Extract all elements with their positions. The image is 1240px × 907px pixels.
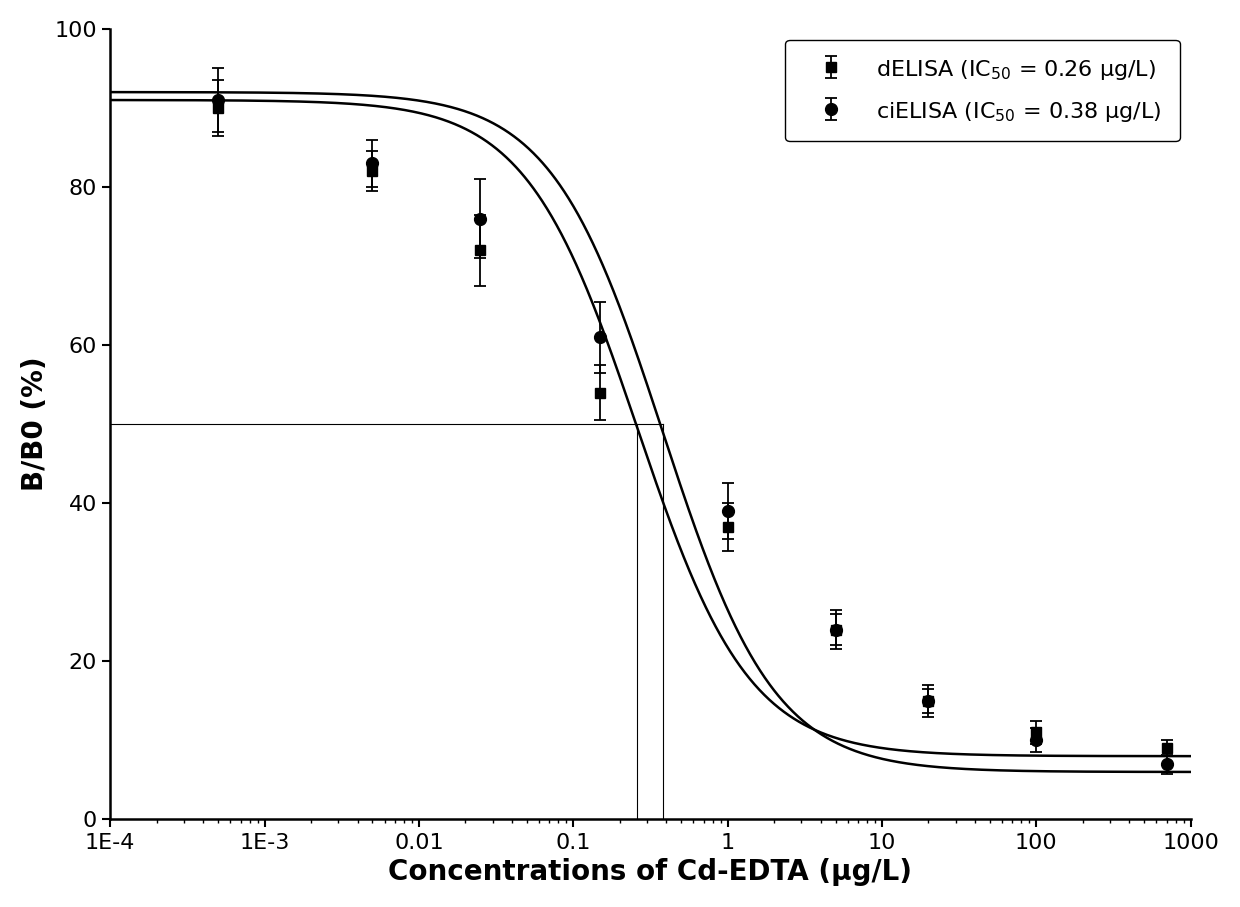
Y-axis label: B/B0 (%): B/B0 (%): [21, 356, 48, 492]
X-axis label: Concentrations of Cd-EDTA (μg/L): Concentrations of Cd-EDTA (μg/L): [388, 858, 913, 886]
Legend: dELISA (IC$_{50}$ = 0.26 μg/L), ciELISA (IC$_{50}$ = 0.38 μg/L): dELISA (IC$_{50}$ = 0.26 μg/L), ciELISA …: [785, 40, 1179, 141]
